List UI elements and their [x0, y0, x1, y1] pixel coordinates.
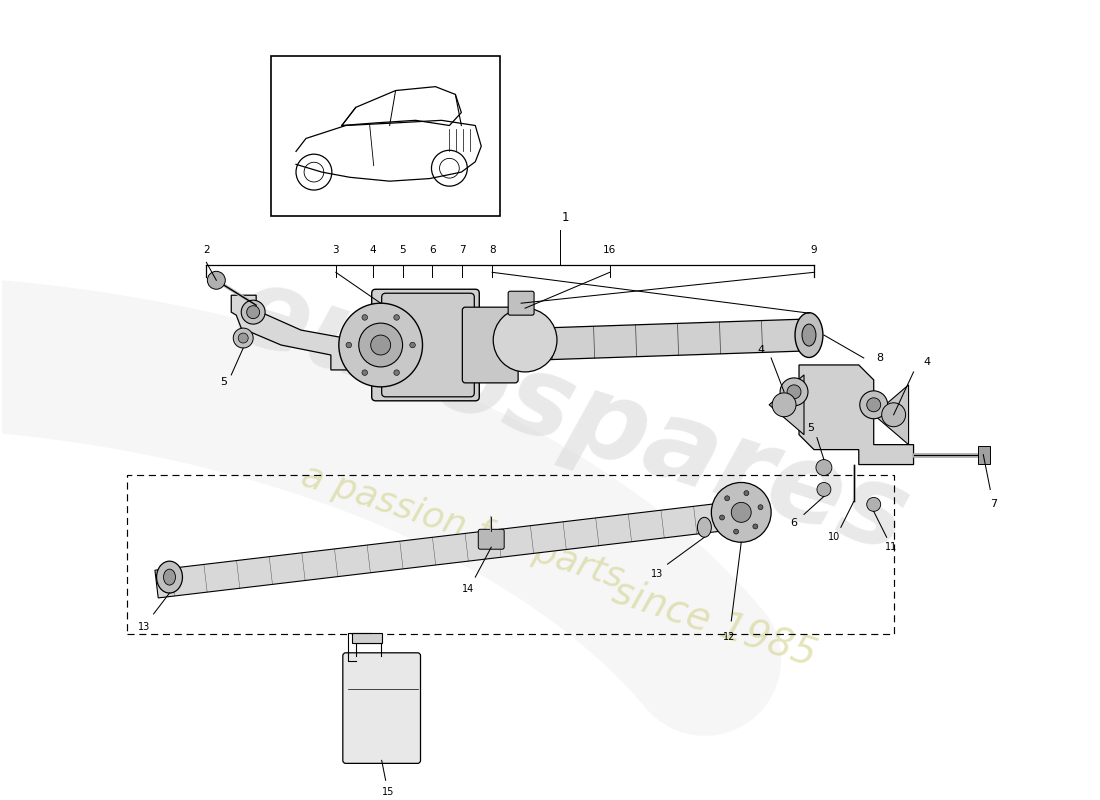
Text: 15: 15	[382, 787, 394, 798]
Circle shape	[882, 402, 905, 426]
Circle shape	[867, 398, 881, 412]
FancyBboxPatch shape	[508, 291, 535, 315]
Circle shape	[725, 496, 729, 501]
Polygon shape	[799, 365, 914, 465]
Text: 10: 10	[828, 532, 840, 542]
Ellipse shape	[697, 518, 712, 538]
Text: 5: 5	[807, 422, 814, 433]
Polygon shape	[509, 319, 804, 361]
Circle shape	[241, 300, 265, 324]
Circle shape	[752, 524, 758, 529]
Text: 1: 1	[561, 210, 569, 223]
Text: eurospares: eurospares	[221, 256, 923, 575]
Circle shape	[817, 482, 830, 497]
Text: 7: 7	[990, 499, 998, 510]
Text: 4: 4	[923, 357, 931, 367]
FancyBboxPatch shape	[478, 530, 504, 550]
Polygon shape	[873, 385, 909, 445]
Polygon shape	[231, 295, 355, 370]
Circle shape	[758, 505, 763, 510]
Circle shape	[239, 333, 249, 343]
Circle shape	[780, 378, 808, 406]
Circle shape	[734, 529, 738, 534]
Circle shape	[362, 370, 367, 375]
Text: 6: 6	[429, 246, 436, 255]
Text: 16: 16	[603, 246, 616, 255]
Circle shape	[410, 342, 416, 348]
Circle shape	[867, 498, 881, 511]
Text: 8: 8	[877, 353, 883, 363]
Circle shape	[394, 314, 399, 320]
Circle shape	[744, 490, 749, 496]
Circle shape	[371, 335, 390, 355]
Text: 2: 2	[204, 246, 210, 255]
Bar	[352, 633, 382, 643]
Ellipse shape	[156, 561, 183, 593]
FancyBboxPatch shape	[462, 307, 518, 383]
Circle shape	[246, 306, 260, 318]
Bar	[271, 56, 501, 215]
Text: 8: 8	[488, 246, 495, 255]
Text: 7: 7	[459, 246, 465, 255]
Circle shape	[732, 502, 751, 522]
Circle shape	[788, 385, 801, 399]
Text: since 1985: since 1985	[607, 572, 822, 674]
Bar	[978, 446, 990, 463]
Text: 5: 5	[399, 246, 406, 255]
Circle shape	[816, 459, 832, 475]
Text: 13: 13	[651, 569, 663, 579]
Polygon shape	[155, 501, 746, 598]
Ellipse shape	[164, 569, 176, 585]
Circle shape	[719, 515, 725, 520]
Circle shape	[233, 328, 253, 348]
Circle shape	[860, 391, 888, 418]
Text: 3: 3	[332, 246, 339, 255]
Circle shape	[208, 271, 226, 290]
Ellipse shape	[802, 324, 816, 346]
Text: 11: 11	[884, 542, 896, 552]
Text: 14: 14	[462, 584, 474, 594]
Circle shape	[772, 393, 796, 417]
Polygon shape	[769, 375, 804, 434]
Circle shape	[362, 314, 367, 320]
Text: 12: 12	[723, 632, 736, 642]
Circle shape	[712, 482, 771, 542]
FancyBboxPatch shape	[372, 290, 480, 401]
Circle shape	[346, 342, 352, 348]
Text: 13: 13	[138, 622, 150, 632]
Polygon shape	[342, 86, 461, 126]
Text: 5: 5	[220, 377, 227, 387]
FancyBboxPatch shape	[343, 653, 420, 763]
Ellipse shape	[795, 313, 823, 358]
Text: 4: 4	[370, 246, 376, 255]
Circle shape	[493, 308, 557, 372]
Text: 6: 6	[791, 518, 798, 528]
Text: 9: 9	[811, 246, 817, 255]
Text: 4: 4	[758, 345, 764, 355]
Circle shape	[394, 370, 399, 375]
FancyBboxPatch shape	[382, 294, 474, 397]
Circle shape	[339, 303, 422, 387]
Circle shape	[359, 323, 403, 367]
Text: a passion for parts: a passion for parts	[297, 459, 628, 595]
